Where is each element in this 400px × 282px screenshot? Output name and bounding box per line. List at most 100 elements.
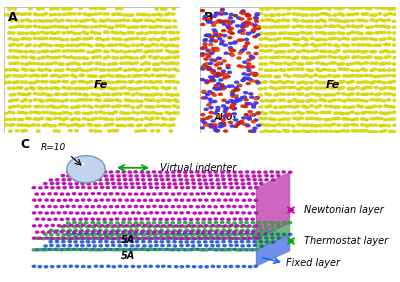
Circle shape [130,233,134,236]
Circle shape [252,175,256,178]
Circle shape [189,237,193,240]
Circle shape [129,229,134,232]
Circle shape [239,24,244,28]
Circle shape [350,13,355,16]
Circle shape [96,248,101,251]
Circle shape [123,178,127,181]
Circle shape [332,50,337,54]
Circle shape [93,19,98,23]
Circle shape [272,118,277,121]
Circle shape [66,225,70,228]
Circle shape [391,117,396,121]
Circle shape [221,118,226,122]
Circle shape [146,230,150,233]
Circle shape [333,19,338,22]
Circle shape [82,62,86,65]
Circle shape [130,186,135,189]
Circle shape [251,105,256,109]
Circle shape [143,111,148,114]
Circle shape [248,78,253,81]
Circle shape [214,12,219,15]
Polygon shape [256,172,290,238]
Circle shape [37,86,42,89]
Circle shape [175,69,180,72]
Circle shape [287,50,292,53]
Circle shape [106,99,111,102]
Circle shape [232,231,236,234]
Circle shape [226,64,231,67]
Circle shape [242,237,246,240]
Circle shape [90,118,95,121]
Circle shape [135,44,140,47]
Circle shape [251,237,255,240]
Circle shape [258,175,262,178]
Circle shape [44,224,49,227]
Circle shape [109,192,113,195]
Circle shape [268,130,273,133]
Circle shape [239,11,244,14]
Circle shape [141,174,145,177]
Circle shape [253,16,258,19]
Circle shape [211,237,215,240]
Circle shape [282,233,286,236]
Circle shape [68,248,73,251]
Circle shape [258,44,264,47]
Circle shape [246,69,252,72]
Circle shape [166,229,170,232]
Circle shape [68,12,73,16]
Circle shape [383,118,388,121]
Circle shape [24,87,29,91]
Circle shape [87,265,92,268]
Circle shape [15,38,20,41]
Circle shape [127,232,132,235]
Circle shape [89,13,94,16]
Circle shape [392,31,397,35]
Circle shape [74,229,78,232]
Circle shape [135,99,139,102]
Circle shape [296,74,301,78]
Circle shape [264,69,269,72]
Circle shape [126,19,131,22]
Circle shape [259,233,264,236]
Circle shape [168,129,173,133]
Circle shape [161,186,166,189]
Circle shape [72,117,77,120]
Circle shape [246,73,251,76]
Circle shape [67,156,105,183]
Circle shape [29,56,34,59]
Circle shape [322,87,328,90]
Circle shape [150,74,155,77]
Circle shape [222,233,227,236]
Circle shape [139,104,143,108]
Circle shape [118,19,122,22]
Circle shape [56,237,60,240]
Circle shape [386,74,391,77]
Circle shape [359,19,364,22]
Circle shape [239,38,244,42]
Circle shape [147,174,151,177]
Circle shape [115,50,119,53]
Circle shape [381,31,386,34]
Circle shape [350,111,355,114]
Circle shape [271,241,275,244]
Circle shape [319,50,324,53]
Circle shape [254,14,259,17]
Circle shape [32,57,36,60]
Circle shape [66,193,70,196]
Circle shape [305,56,310,60]
Circle shape [100,186,104,189]
Circle shape [192,248,196,251]
Circle shape [386,62,391,65]
Circle shape [27,124,32,127]
Circle shape [258,12,263,16]
Circle shape [259,49,264,52]
Circle shape [304,81,308,85]
Circle shape [97,55,102,58]
Circle shape [109,170,113,173]
Circle shape [189,248,194,251]
Circle shape [134,236,139,239]
Circle shape [45,19,49,22]
Circle shape [309,104,314,108]
Circle shape [15,129,20,132]
Circle shape [196,232,200,235]
